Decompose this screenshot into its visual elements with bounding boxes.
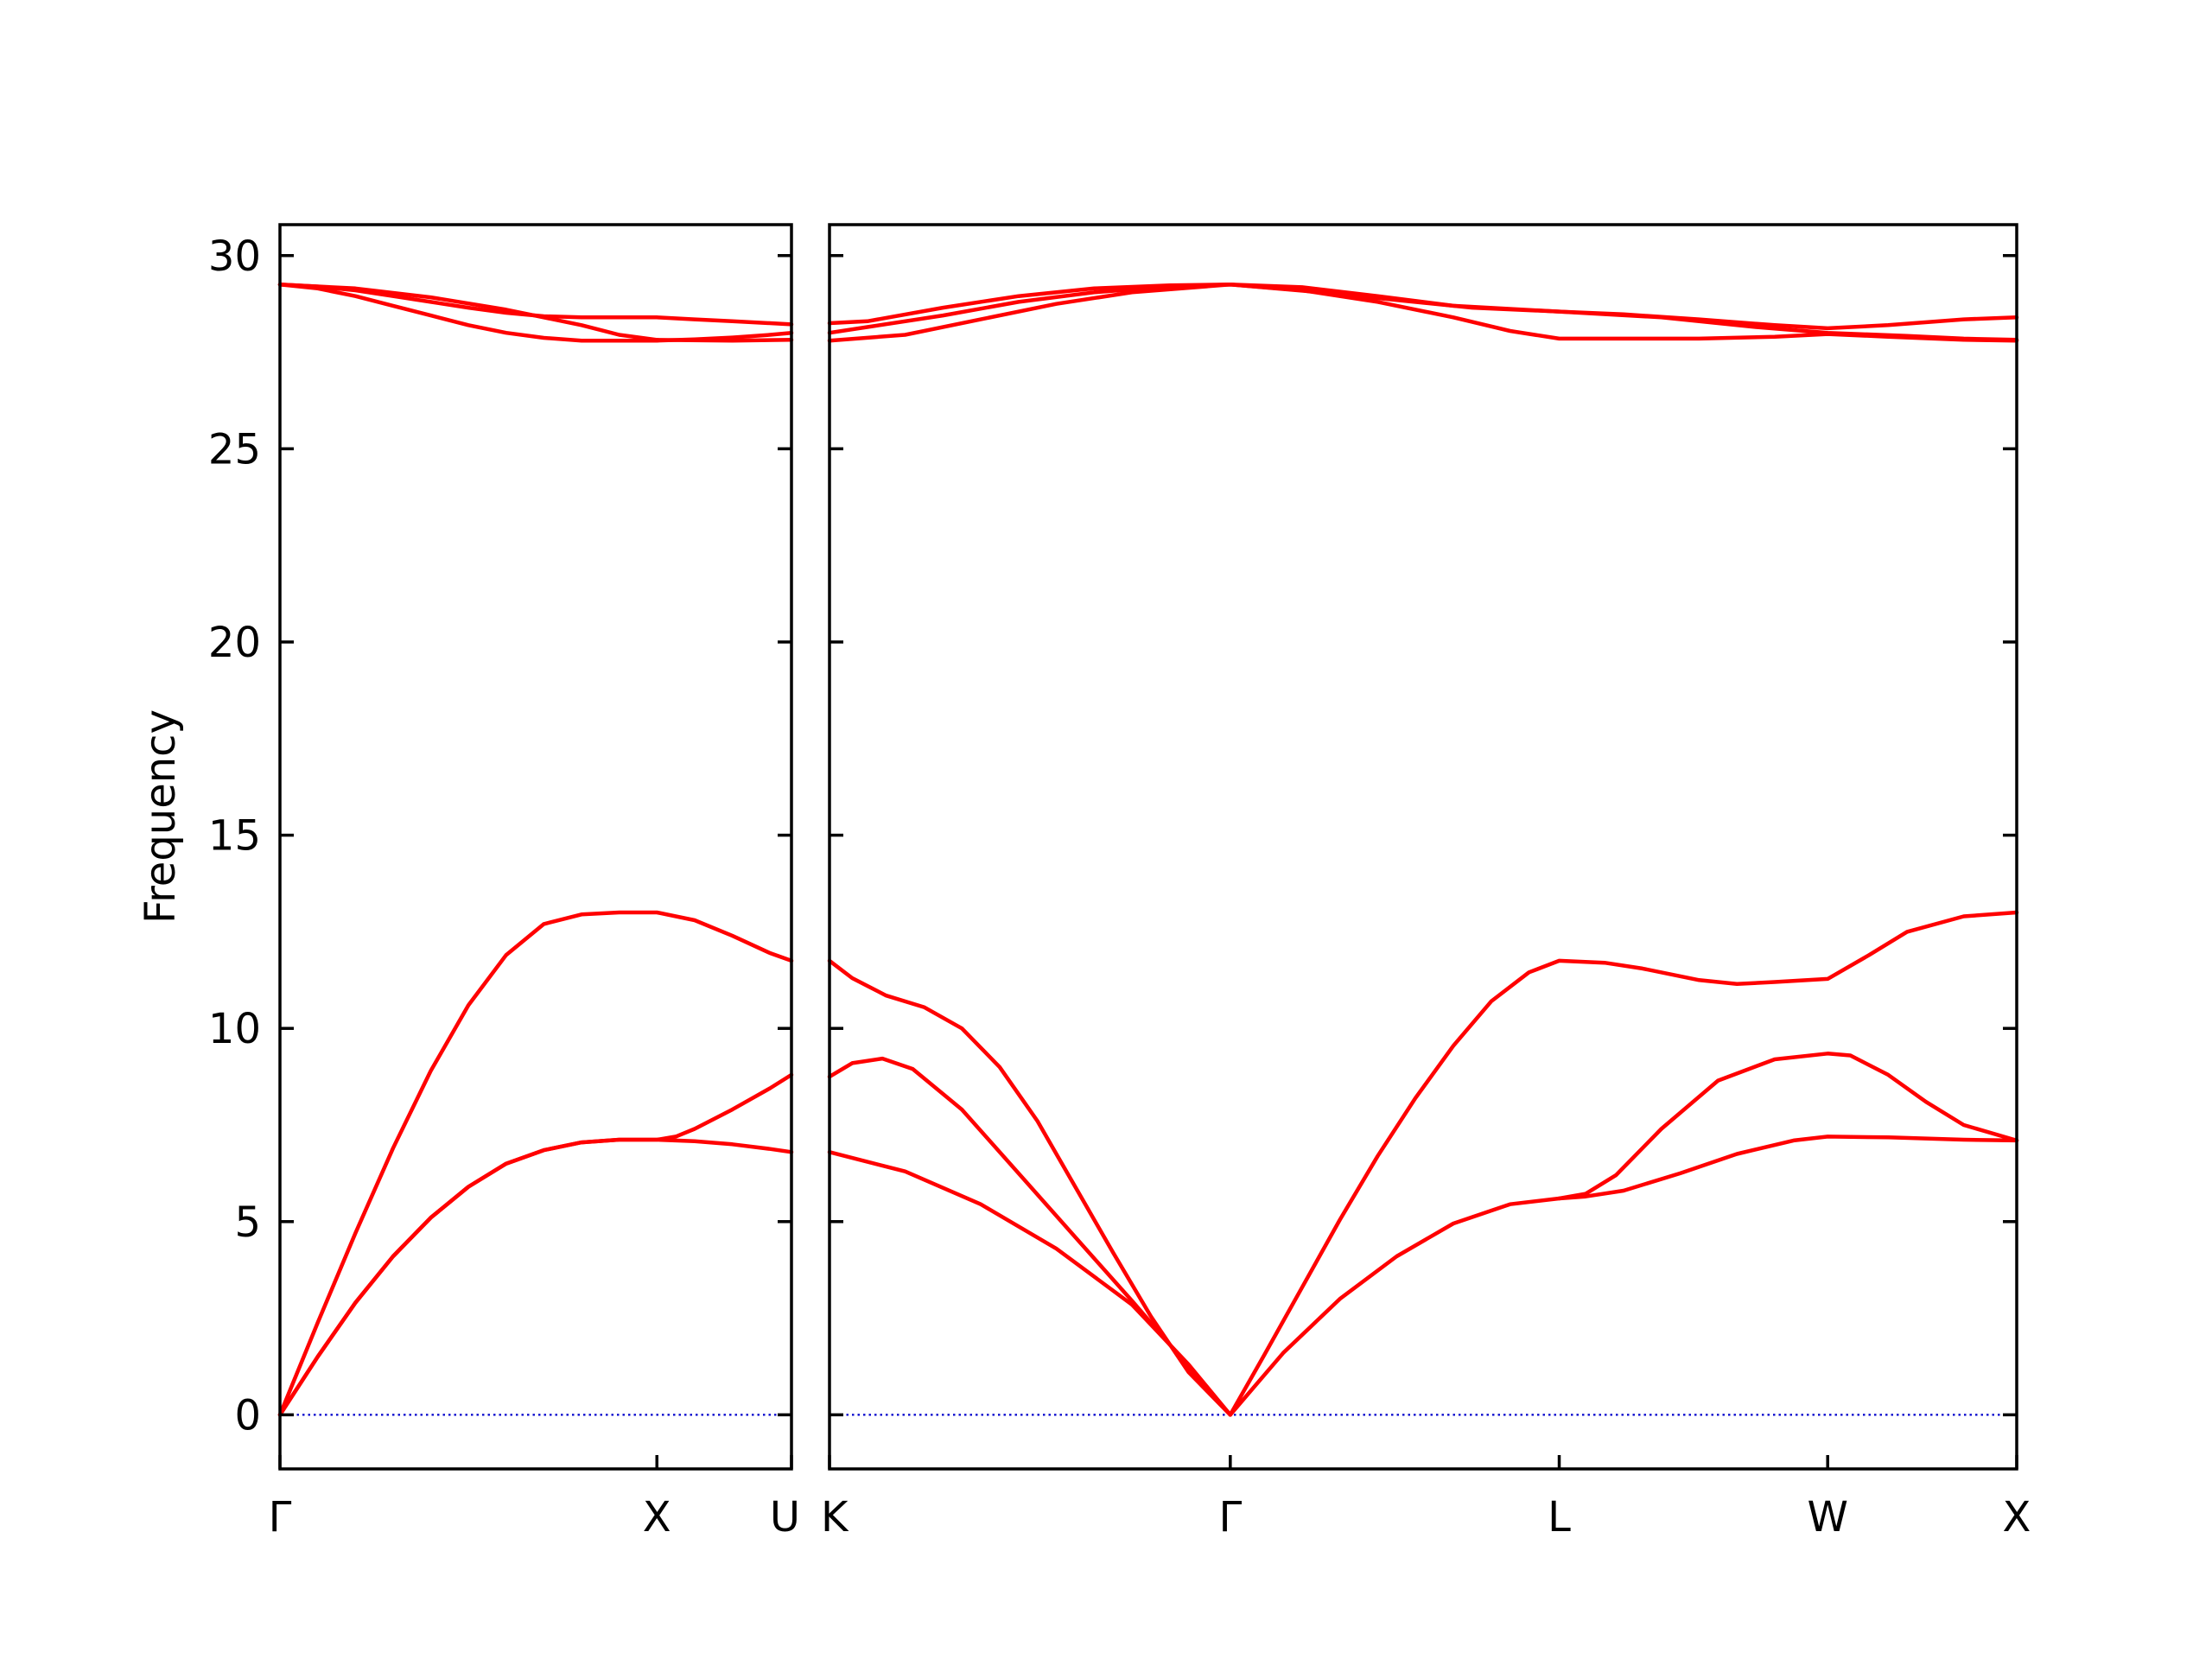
band-line-0-0 [277,910,794,1417]
y-tick-label: 0 [234,1391,261,1440]
band-line-1-2 [827,1135,2019,1417]
band-line-1-3 [1557,1052,2019,1201]
plot-frame [828,223,2018,1471]
plot-frame [278,223,793,1471]
x-tick-label: Γ [1218,1493,1242,1541]
band-line-0-1 [277,1072,794,1417]
band-line-0-5 [277,283,794,343]
x-tick-label: Γ [269,1493,292,1541]
y-tick-label: 5 [234,1198,261,1247]
band-line-1-0 [827,910,2019,1417]
x-tick-label: X [643,1493,671,1541]
band-line-1-4 [827,283,2019,331]
x-tick-label: W [1807,1493,1847,1541]
x-tick-label: U [770,1493,800,1541]
y-tick-label: 10 [208,1005,261,1053]
left-panel: 0 5 10 15 20 25 30 Γ X U [208,223,800,1541]
y-tick-label: 20 [208,619,261,667]
band-line-0-4 [277,283,794,343]
y-tick-label: 25 [208,425,261,474]
y-tick-label: 30 [208,232,261,281]
band-line-1-6 [827,283,2019,343]
x-tick-label: X [2003,1493,2031,1541]
y-axis-label: Frequency [137,709,185,924]
y-tick-label: 15 [208,812,261,861]
band-line-0-2 [277,1137,794,1417]
x-tick-label: K [821,1493,849,1541]
x-tick-label: L [1548,1493,1571,1541]
